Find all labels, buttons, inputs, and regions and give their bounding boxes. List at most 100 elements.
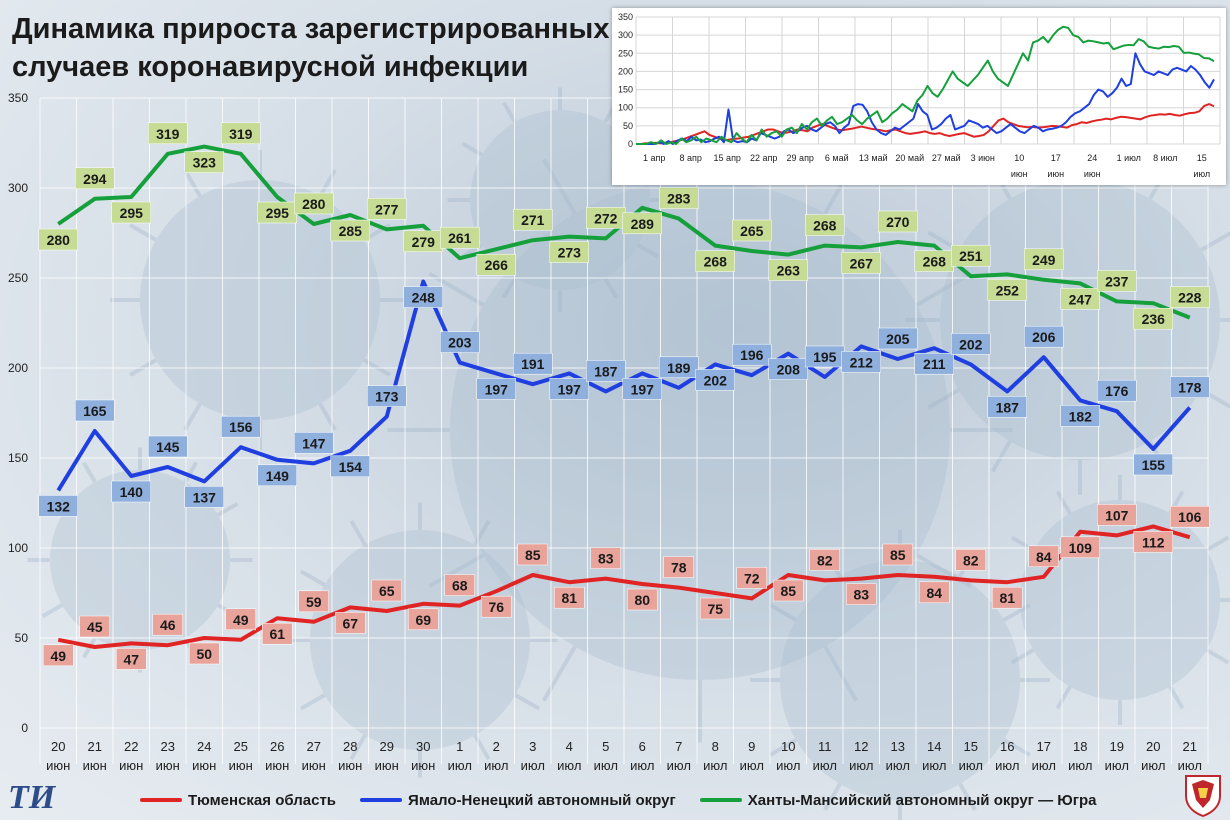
data-label-box: [809, 549, 840, 571]
data-label: 84: [926, 585, 942, 601]
data-label-box: [841, 252, 881, 274]
data-label: 69: [415, 612, 431, 628]
x-tick-label-month: июл: [1032, 758, 1056, 773]
x-tick-label-month: июл: [959, 758, 983, 773]
x-tick-label-month: июн: [411, 758, 435, 773]
data-label: 47: [123, 651, 139, 667]
data-label: 197: [485, 381, 509, 397]
data-label-box: [846, 583, 877, 605]
data-label-box: [513, 352, 553, 375]
x-tick-label-month: июл: [521, 758, 545, 773]
data-label: 248: [412, 290, 436, 306]
data-label-box: [116, 648, 147, 670]
data-label-box: [736, 567, 767, 589]
legend-item-yanao: Ямало-Ненецкий автономный округ: [360, 792, 676, 809]
data-label-box: [659, 356, 699, 379]
x-tick-label-month: июн: [338, 758, 362, 773]
x-tick-label-month: июл: [630, 758, 654, 773]
virus-spike: [428, 553, 485, 588]
data-label-box: [768, 358, 808, 380]
inset-x-tick-label: 1 июл: [1117, 153, 1141, 163]
data-label: 203: [448, 335, 472, 351]
x-tick-label-day: 26: [270, 739, 284, 754]
inset-x-tick-label: 15 апр: [714, 153, 741, 163]
data-label: 154: [339, 459, 363, 475]
data-label: 196: [740, 347, 764, 363]
inset-x-tick-label: июн: [1047, 169, 1064, 179]
y-tick-label: 0: [21, 721, 28, 735]
data-label: 208: [777, 362, 801, 378]
data-label: 85: [890, 547, 906, 563]
x-tick-label-month: июл: [813, 758, 837, 773]
data-label: 267: [850, 255, 874, 271]
data-label-box: [1170, 376, 1210, 398]
data-label-box: [517, 543, 548, 566]
virus-blob: [50, 470, 230, 650]
data-label-box: [992, 586, 1023, 609]
data-label-box: [225, 608, 256, 631]
data-label-box: [367, 198, 407, 220]
x-tick-label-month: июн: [302, 758, 326, 773]
data-label-box: [987, 279, 1027, 301]
data-label: 283: [667, 191, 691, 207]
logo-mark: ТИ: [8, 779, 56, 816]
data-label: 173: [375, 389, 399, 405]
virus-spike: [915, 272, 972, 307]
series-line: [57, 524, 1191, 649]
inset-x-tick-label: 22 апр: [750, 153, 777, 163]
inset-y-tick-label: 0: [628, 139, 633, 149]
data-label: 212: [850, 354, 874, 370]
data-label-box: [914, 352, 954, 375]
data-label-box: [1060, 405, 1100, 427]
data-label-box: [257, 464, 297, 487]
legend-swatch-blue: [360, 798, 403, 802]
data-label: 107: [1105, 507, 1129, 523]
x-tick-label-month: июл: [740, 758, 764, 773]
data-label: 272: [594, 210, 618, 226]
data-label: 65: [379, 583, 395, 599]
y-tick-label: 150: [8, 451, 28, 465]
data-label-box: [111, 480, 151, 503]
data-label-box: [75, 167, 115, 190]
data-label: 155: [1142, 457, 1166, 473]
inset-x-tick-label: 27 май: [932, 153, 961, 163]
legend-label: Тюменская область: [188, 791, 337, 809]
inset-y-tick-label: 150: [618, 85, 633, 95]
data-label: 270: [886, 214, 910, 230]
inset-series-line: [636, 25, 1215, 145]
inset-x-tick-label: июн: [1084, 169, 1101, 179]
inset-x-tick-label: 29 апр: [787, 153, 814, 163]
data-label-box: [1028, 545, 1059, 568]
data-label-box: [622, 212, 662, 235]
y-tick-label: 300: [8, 181, 28, 195]
data-label: 83: [853, 587, 869, 603]
inset-x-tick-label: 17: [1051, 153, 1061, 163]
inset-x-tick-label: июл: [1193, 169, 1210, 179]
data-label-box: [408, 608, 439, 631]
x-tick-label-month: июл: [594, 758, 618, 773]
virus-spike: [1168, 685, 1185, 710]
inset-x-tick-label: 15: [1197, 153, 1207, 163]
x-tick-label-day: 6: [639, 739, 646, 754]
data-label-box: [987, 396, 1027, 418]
data-label-box: [554, 586, 585, 609]
inset-x-tick-label: июн: [1011, 169, 1028, 179]
inset-x-tick-label: 6 май: [825, 153, 849, 163]
data-label: 84: [1036, 549, 1052, 565]
data-label-box: [221, 122, 261, 145]
data-label-box: [440, 331, 480, 353]
y-tick-label: 50: [15, 631, 29, 645]
data-label-box: [335, 612, 366, 634]
data-label: 202: [959, 336, 983, 352]
data-label: 323: [193, 155, 217, 171]
x-tick-label-month: июл: [667, 758, 691, 773]
data-label: 178: [1178, 380, 1202, 396]
virus-spike: [473, 734, 491, 761]
legend-label: Ямало-Ненецкий автономный округ: [408, 791, 676, 809]
data-label: 263: [777, 263, 801, 279]
data-label: 279: [412, 234, 436, 250]
data-label-box: [700, 597, 731, 620]
data-label: 195: [813, 349, 837, 365]
x-tick-label-day: 12: [854, 739, 868, 754]
data-label: 78: [671, 560, 687, 576]
